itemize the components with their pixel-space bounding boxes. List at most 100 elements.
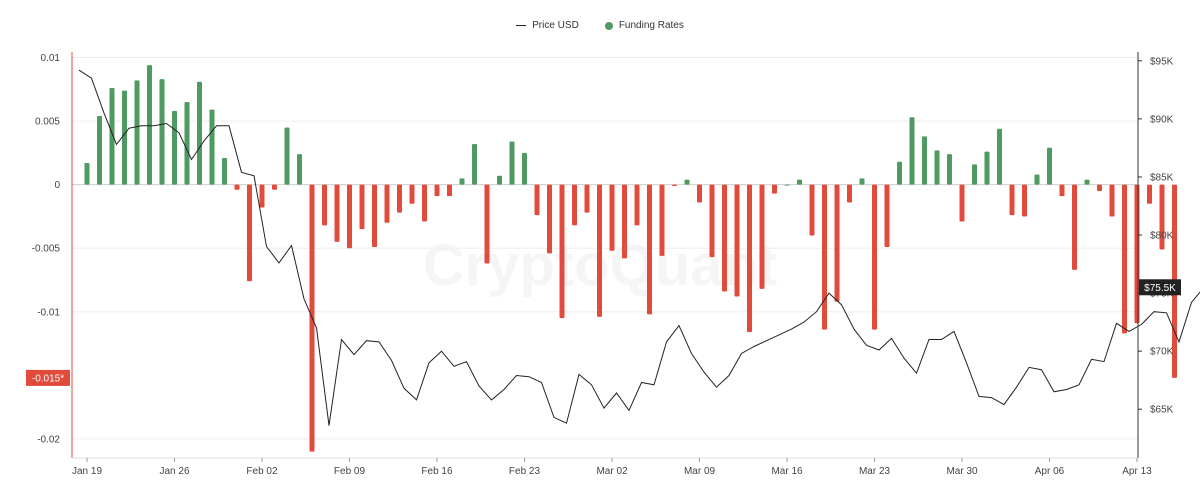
funding-bar (647, 184, 652, 315)
x-tick-label: Feb 16 (421, 466, 453, 477)
funding-bar (1009, 184, 1015, 216)
funding-bar (1047, 147, 1052, 185)
y-right-tick-label: $90K (1150, 114, 1174, 125)
funding-bar (759, 184, 765, 289)
funding-bar (947, 154, 952, 185)
funding-bar (572, 184, 577, 226)
funding-bar (84, 163, 90, 185)
funding-bar (772, 184, 777, 194)
funding-bar (497, 175, 502, 185)
y-left-tick-label: -0.02 (37, 434, 60, 445)
funding-bars (84, 65, 1177, 452)
current-funding-label: -0.015* (32, 373, 64, 384)
funding-bar (284, 127, 290, 185)
price-line (78, 69, 1200, 426)
funding-bar (1059, 184, 1065, 197)
funding-bar (859, 178, 865, 185)
y-left-tick-label: -0.01 (37, 307, 60, 318)
funding-bar (822, 184, 827, 330)
funding-bar (847, 184, 852, 203)
funding-bar (134, 80, 140, 185)
current-price-label: $75.5K (1144, 283, 1176, 294)
funding-bar (997, 128, 1002, 185)
funding-bar (1159, 184, 1165, 250)
funding-bar (1122, 184, 1127, 334)
funding-bar (209, 109, 215, 185)
x-tick-label: Jan 26 (159, 466, 189, 477)
y-right-tick-label: $80K (1150, 231, 1174, 242)
funding-bar (584, 184, 590, 213)
funding-bar (659, 184, 665, 256)
y-right-tick-label: $95K (1150, 56, 1174, 67)
legend-item-funding[interactable]: Funding Rates (604, 20, 684, 31)
funding-bar (784, 184, 790, 186)
funding-bar (634, 184, 640, 226)
funding-bar (322, 184, 327, 226)
funding-bar (384, 184, 390, 223)
funding-bar (434, 184, 440, 197)
funding-bar (122, 90, 127, 185)
funding-bar (297, 154, 302, 185)
y-right-tick-label: $85K (1150, 172, 1174, 183)
funding-bar (834, 184, 840, 302)
funding-bar (1134, 184, 1140, 324)
funding-bar (747, 184, 752, 333)
funding-bar (397, 184, 402, 213)
funding-bar (909, 117, 915, 185)
funding-bar (159, 79, 165, 185)
price-line-swatch (516, 25, 527, 26)
funding-bar (184, 102, 190, 185)
axes: 0.01 0.005 0 -0.005 -0.01 -0.02 $95K $90K $85K $8… (26, 52, 1181, 477)
funding-bar (197, 81, 202, 185)
y-left-tick-label: 0.005 (35, 117, 60, 128)
funding-bar (172, 110, 177, 185)
funding-bar (1097, 184, 1102, 192)
funding-dot-swatch (604, 21, 613, 30)
x-tick-label: Feb 23 (509, 466, 541, 477)
current-funding-badge (26, 369, 70, 386)
funding-bar (1109, 184, 1115, 217)
y-left-tick-label: -0.005 (32, 244, 61, 255)
funding-bar (622, 184, 627, 259)
funding-bar (734, 184, 740, 297)
funding-bar (559, 184, 565, 319)
funding-bar (509, 141, 515, 185)
funding-bar (97, 116, 102, 185)
funding-bar (534, 184, 540, 216)
x-tick-label: Mar 02 (596, 466, 628, 477)
funding-bar (422, 184, 427, 222)
funding-bar (884, 184, 890, 247)
funding-bar (872, 184, 877, 330)
y-right-tick-label: $65K (1150, 405, 1174, 416)
legend-item-price[interactable]: Price USD (516, 20, 579, 31)
y-left-tick-label: 0 (54, 180, 60, 191)
funding-bar (897, 161, 902, 185)
funding-bar (984, 151, 990, 185)
funding-bar (1034, 174, 1040, 185)
funding-bar (697, 184, 702, 203)
funding-bar (722, 184, 727, 292)
funding-bar (1072, 184, 1077, 270)
funding-bar (447, 184, 452, 197)
funding-bar (547, 184, 552, 254)
funding-bar (347, 184, 352, 249)
funding-bar (259, 184, 265, 208)
funding-bar (672, 184, 677, 186)
funding-bar (459, 178, 465, 185)
funding-bar (922, 136, 927, 185)
funding-bar (1147, 184, 1152, 204)
funding-bar (797, 179, 802, 185)
y-left-tick-label: 0.01 (41, 53, 61, 64)
funding-bar (359, 184, 365, 230)
funding-bar (147, 65, 152, 185)
x-tick-label: Jan 19 (72, 466, 102, 477)
x-tick-label: Mar 16 (771, 466, 803, 477)
funding-bar (334, 184, 340, 242)
funding-bar (709, 184, 715, 258)
funding-bar (272, 184, 277, 190)
funding-bar (1022, 184, 1027, 217)
funding-bar (472, 143, 477, 185)
funding-bar (809, 184, 815, 236)
